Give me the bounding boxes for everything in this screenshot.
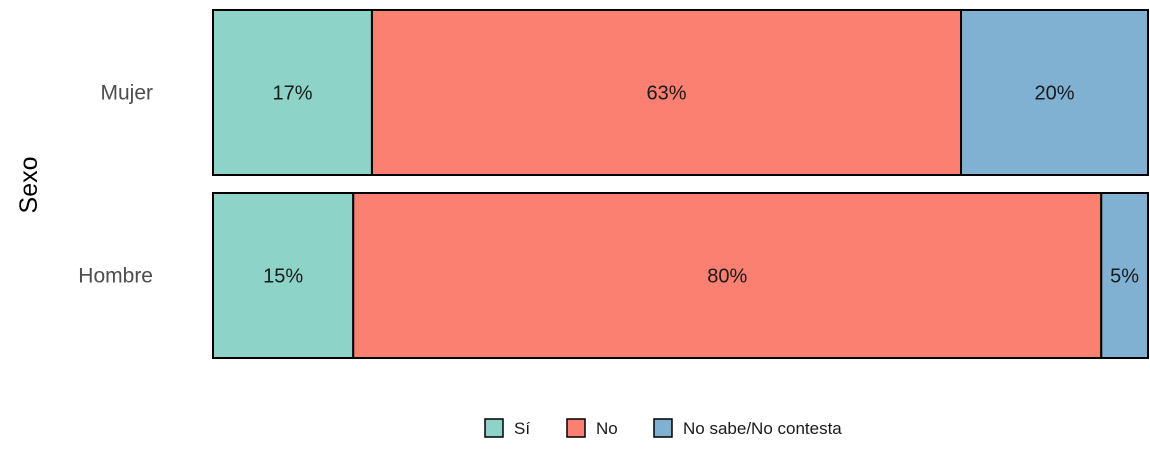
data-label-hombre-3: 5% [1110,266,1139,288]
legend-key-2 [566,418,586,438]
bar-segment-hombre-2 [352,192,1103,359]
data-label-mujer-3: 20% [1034,83,1074,105]
bars [212,9,1149,359]
bar-segment-hombre-1 [212,192,355,359]
data-label-mujer-2: 63% [646,83,686,105]
legend-key-1 [484,418,504,438]
category-label-hombre: Hombre [78,265,153,288]
bar-segment-mujer-2 [370,9,962,176]
bar-segment-mujer-1 [212,9,373,176]
data-label-mujer-1: 17% [272,83,312,105]
legend: Sí No No sabe/No contesta [484,418,842,438]
data-label-hombre-2: 80% [707,266,747,288]
y-axis-title-group: Sexo [15,157,43,214]
legend-label-3: No sabe/No contesta [683,419,842,438]
bar-segment-mujer-3 [960,9,1149,176]
category-label-mujer: Mujer [100,82,153,105]
y-axis-title: Sexo [15,157,43,214]
category-labels: Mujer Hombre [78,82,153,288]
bar-segment-hombre-3 [1100,192,1149,359]
legend-label-2: No [596,419,618,438]
legend-key-3 [653,418,673,438]
data-label-hombre-1: 15% [263,266,303,288]
legend-label-1: Sí [514,419,530,438]
segment-labels: 17% 63% 20% 15% 80% 5% [263,83,1139,288]
